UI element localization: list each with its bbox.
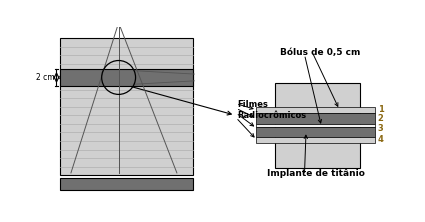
Text: 2: 2 — [377, 114, 383, 123]
Bar — [256, 124, 375, 127]
Text: 3: 3 — [377, 124, 383, 133]
Bar — [60, 38, 193, 175]
Bar — [256, 127, 375, 137]
Bar — [256, 137, 375, 143]
Text: Filmes
Radiocrômicos: Filmes Radiocrômicos — [238, 100, 306, 119]
Bar — [256, 107, 375, 113]
Text: Bólus de 0,5 cm: Bólus de 0,5 cm — [280, 48, 360, 57]
Text: 1: 1 — [377, 105, 383, 114]
Bar — [275, 83, 360, 168]
Bar — [60, 178, 193, 190]
Bar — [60, 69, 193, 86]
Text: 2 cm: 2 cm — [36, 73, 54, 82]
Text: 4: 4 — [377, 135, 383, 144]
Bar — [256, 113, 375, 124]
Text: Implante de titânio: Implante de titânio — [267, 168, 365, 178]
